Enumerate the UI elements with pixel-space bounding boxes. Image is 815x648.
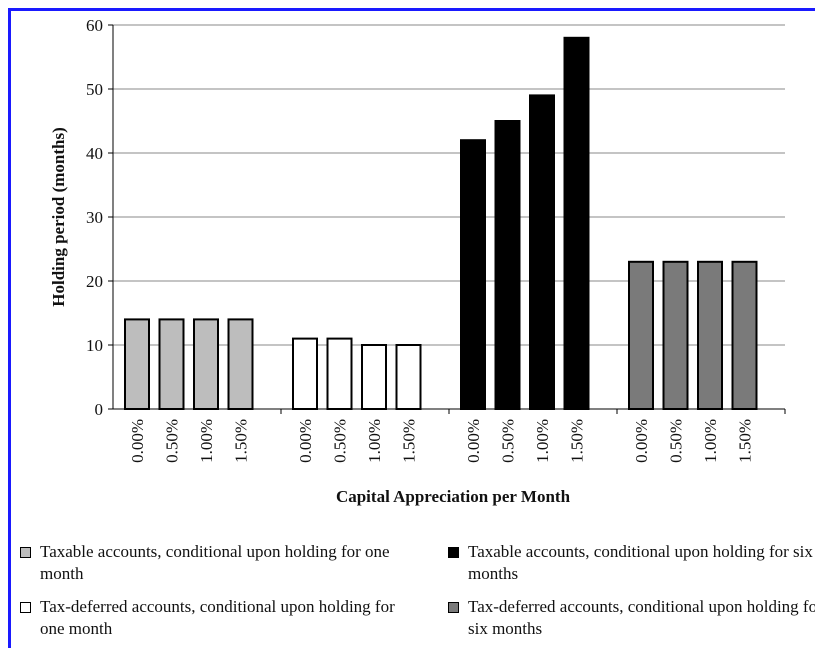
bar (460, 139, 486, 410)
x-tick-label: 0.50% (667, 419, 686, 463)
y-tick-label: 60 (86, 16, 103, 35)
y-tick-label: 30 (86, 208, 103, 227)
x-tick-label: 1.00% (533, 419, 552, 463)
x-tick-label: 1.50% (400, 419, 419, 463)
bar (124, 318, 150, 410)
y-tick-label: 20 (86, 272, 103, 291)
bar (193, 318, 219, 410)
x-tick-label: 0.50% (499, 419, 518, 463)
legend-item: Tax-deferred accounts, conditional upon … (446, 596, 815, 640)
legend-swatch (20, 602, 31, 613)
bar (361, 344, 387, 410)
legend-label: Taxable accounts, conditional upon holdi… (40, 542, 390, 583)
bar (227, 318, 254, 410)
x-tick-label: 0.50% (163, 419, 182, 463)
x-tick-label: 1.50% (232, 419, 251, 463)
bar (395, 344, 422, 410)
legend-item: Taxable accounts, conditional upon holdi… (446, 541, 815, 585)
x-axis-title: Capital Appreciation per Month (336, 487, 571, 506)
x-tick-label: 1.50% (736, 419, 755, 463)
x-tick-label: 1.00% (365, 419, 384, 463)
bar (158, 318, 185, 410)
bar (494, 120, 521, 410)
x-tick-label: 1.00% (701, 419, 720, 463)
legend-item: Tax-deferred accounts, conditional upon … (18, 596, 400, 640)
x-tick-label: 0.00% (128, 419, 147, 463)
bar (326, 337, 353, 411)
frame-border (8, 8, 815, 11)
bar (731, 260, 758, 410)
y-axis-title: Holding period (months) (49, 127, 68, 306)
bar (563, 36, 590, 411)
legend-item: Taxable accounts, conditional upon holdi… (18, 541, 400, 585)
bar (628, 260, 654, 410)
frame-border (8, 8, 11, 648)
legend-label: Taxable accounts, conditional upon holdi… (468, 542, 813, 583)
y-tick-label: 0 (95, 400, 104, 419)
bar (292, 337, 318, 411)
legend-label: Tax-deferred accounts, conditional upon … (40, 597, 395, 638)
legend-swatch (20, 547, 31, 558)
legend-label: Tax-deferred accounts, conditional upon … (468, 597, 815, 638)
y-tick-label: 10 (86, 336, 103, 355)
y-tick-label: 50 (86, 80, 103, 99)
legend-swatch (448, 602, 459, 613)
x-tick-label: 0.00% (464, 419, 483, 463)
bar (697, 260, 723, 410)
y-tick-label: 40 (86, 144, 103, 163)
chart: Capital Appreciation per Month Holding p… (49, 16, 786, 506)
x-tick-label: 0.00% (632, 419, 651, 463)
bar (662, 260, 689, 410)
x-tick-label: 0.50% (331, 419, 350, 463)
x-tick-label: 1.50% (568, 419, 587, 463)
bar (529, 94, 555, 411)
x-tick-label: 0.00% (296, 419, 315, 463)
x-tick-label: 1.00% (197, 419, 216, 463)
legend-swatch (448, 547, 459, 558)
